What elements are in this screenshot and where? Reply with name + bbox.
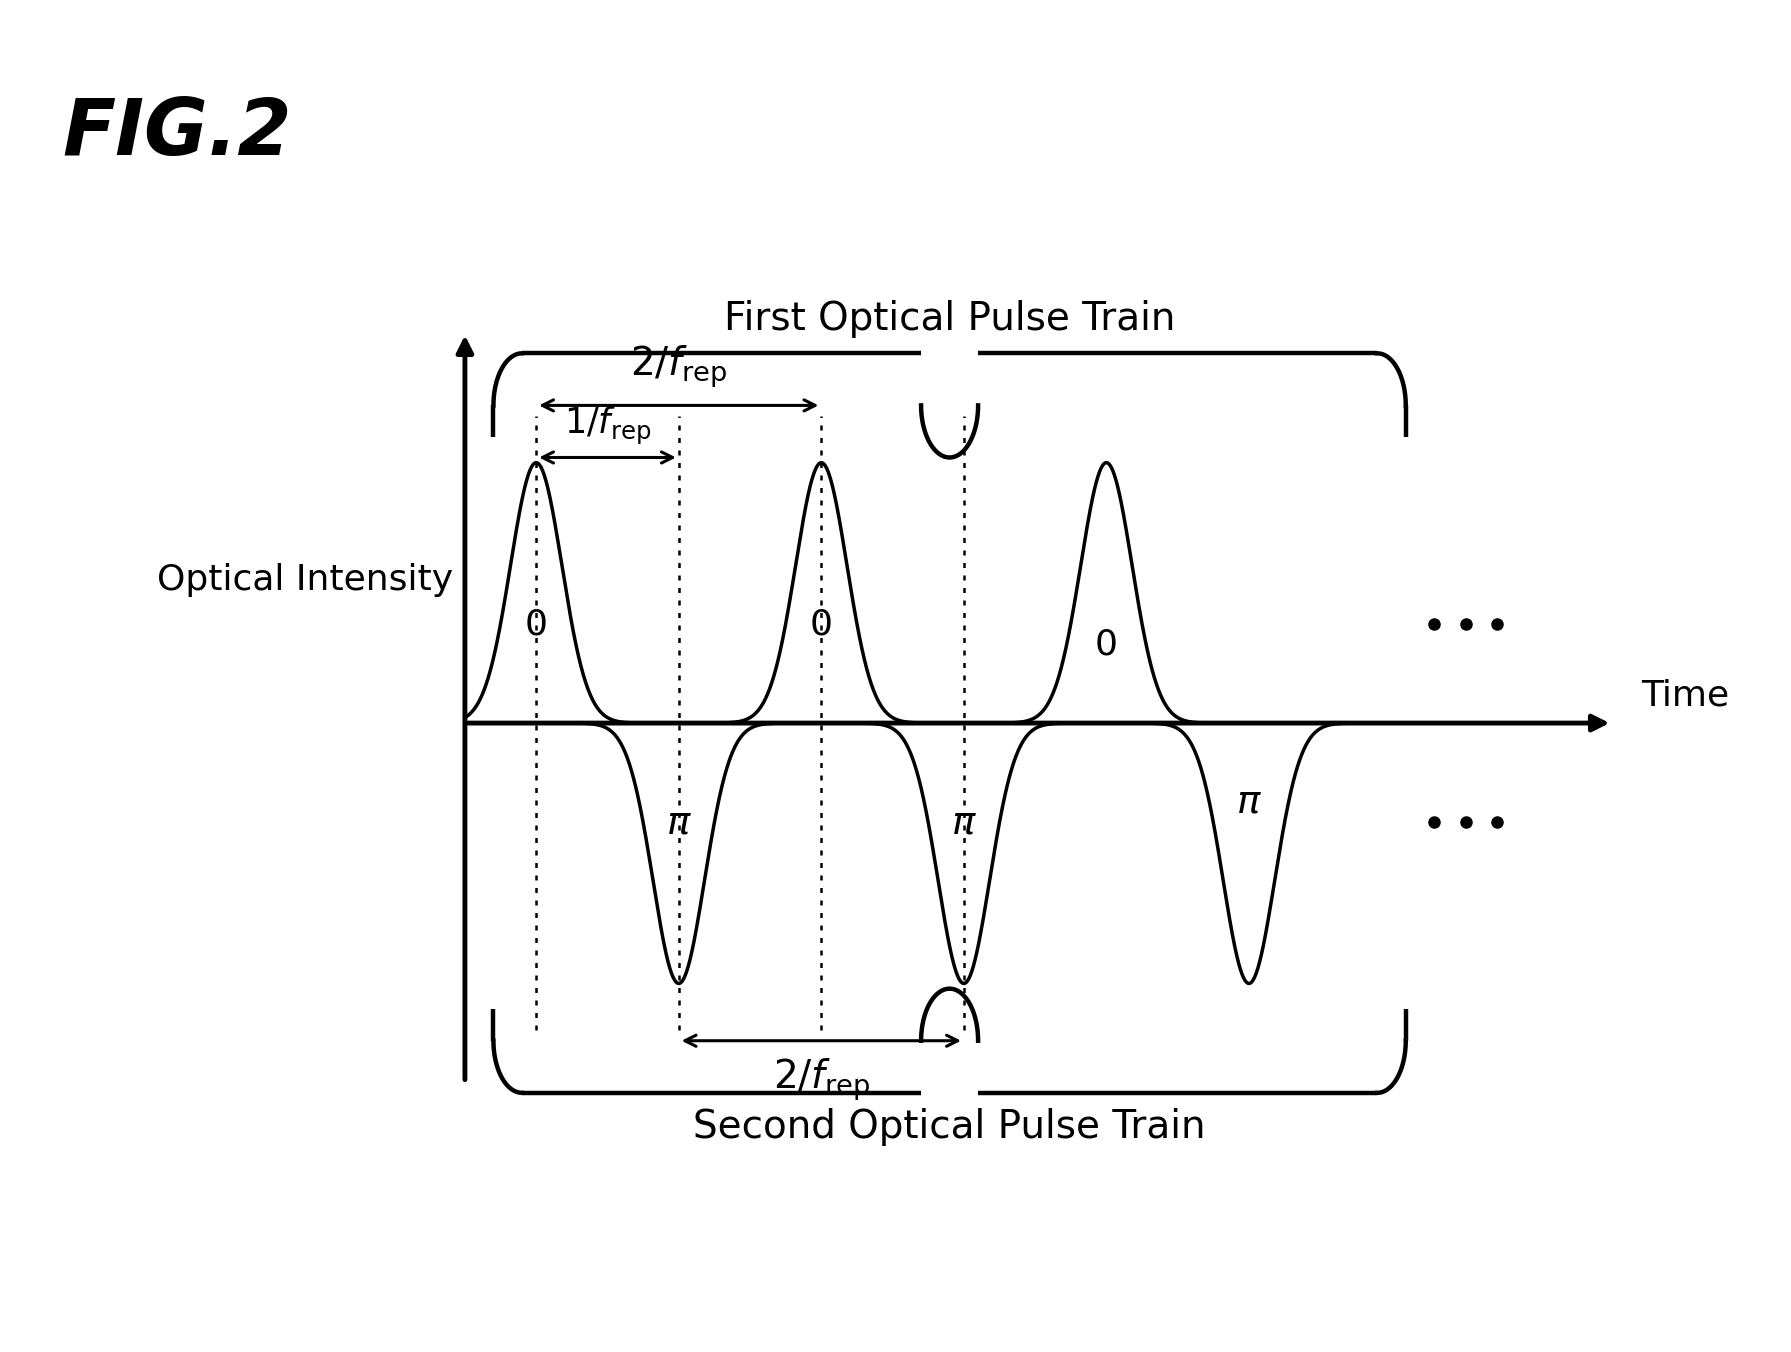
Text: $\pi$: $\pi$ [951, 803, 976, 841]
Text: $\pi$: $\pi$ [666, 803, 691, 841]
Text: 0: 0 [1094, 627, 1118, 662]
Text: $2/f_{\rm rep}$: $2/f_{\rm rep}$ [772, 1056, 870, 1103]
Text: $\pi$: $\pi$ [1236, 783, 1263, 821]
Text: First Optical Pulse Train: First Optical Pulse Train [724, 300, 1175, 338]
Text: 0: 0 [810, 607, 833, 641]
Text: $2/f_{\rm rep}$: $2/f_{\rm rep}$ [630, 343, 727, 389]
Text: Time: Time [1641, 679, 1728, 713]
Text: Second Optical Pulse Train: Second Optical Pulse Train [693, 1109, 1205, 1146]
Text: FIG.2: FIG.2 [63, 95, 292, 170]
Text: $1/f_{\rm rep}$: $1/f_{\rm rep}$ [564, 406, 652, 448]
Text: 0: 0 [525, 607, 548, 641]
Text: Optical Intensity: Optical Intensity [158, 562, 453, 596]
